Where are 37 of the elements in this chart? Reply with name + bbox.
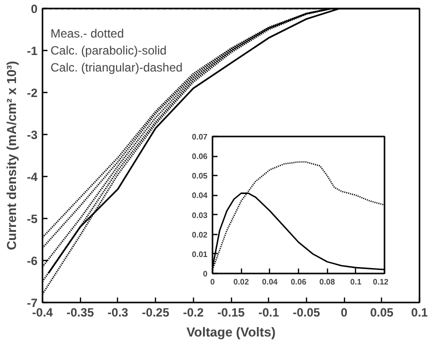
- x-tick-label: 0: [210, 278, 216, 286]
- x-tick-label: -0.05: [292, 306, 320, 320]
- y-tick-label: -3: [26, 128, 38, 142]
- x-tick-label: 0: [340, 306, 348, 320]
- x-tick-label: -0.3: [108, 306, 129, 320]
- y-tick-label: 0.01: [192, 250, 208, 259]
- annotation: Meas.- dotted: [50, 26, 124, 40]
- y-tick-label: 0: [203, 270, 208, 278]
- x-tick-label: 0.1: [350, 278, 362, 286]
- annotation: Calc. (parabolic)-solid: [50, 44, 167, 58]
- x-tick-label: 0.02: [233, 278, 250, 286]
- x-tick-label: 0.05: [370, 306, 394, 320]
- x-axis-title: Voltage (Volts): [186, 324, 276, 340]
- y-tick-label: 0.07: [192, 132, 208, 142]
- x-tick-label: -0.35: [66, 306, 94, 320]
- x-tick-label: -0.1: [258, 306, 280, 320]
- x-tick-label: -0.15: [217, 306, 245, 320]
- x-tick-label: 0.08: [319, 278, 336, 286]
- x-tick-label: -0.2: [182, 306, 204, 320]
- y-tick-label: 0: [30, 2, 38, 16]
- y-tick-label: 0.05: [192, 172, 208, 181]
- y-tick-label: -2: [26, 86, 38, 100]
- y-tick-label: -6: [26, 254, 38, 268]
- x-tick-label: 0.12: [372, 278, 390, 286]
- y-tick-label: 0.06: [192, 152, 208, 162]
- annotation: Calc. (triangular)-dashed: [50, 60, 183, 74]
- y-tick-label: 0.02: [192, 230, 208, 240]
- y-tick-label: -5: [26, 212, 38, 226]
- x-tick-label: 0.06: [290, 278, 307, 286]
- y-tick-label: -1: [26, 44, 38, 58]
- y-tick-label: 0.03: [192, 210, 208, 220]
- x-tick-label: 0.1: [411, 306, 428, 320]
- y-tick-label: -4: [26, 170, 38, 184]
- y-axis-title: Current density (mA/cm² x 10³): [4, 60, 19, 250]
- y-tick-label: 0.04: [192, 191, 208, 200]
- x-tick-label: -0.25: [142, 306, 170, 320]
- x-tick-label: 0.04: [262, 278, 278, 286]
